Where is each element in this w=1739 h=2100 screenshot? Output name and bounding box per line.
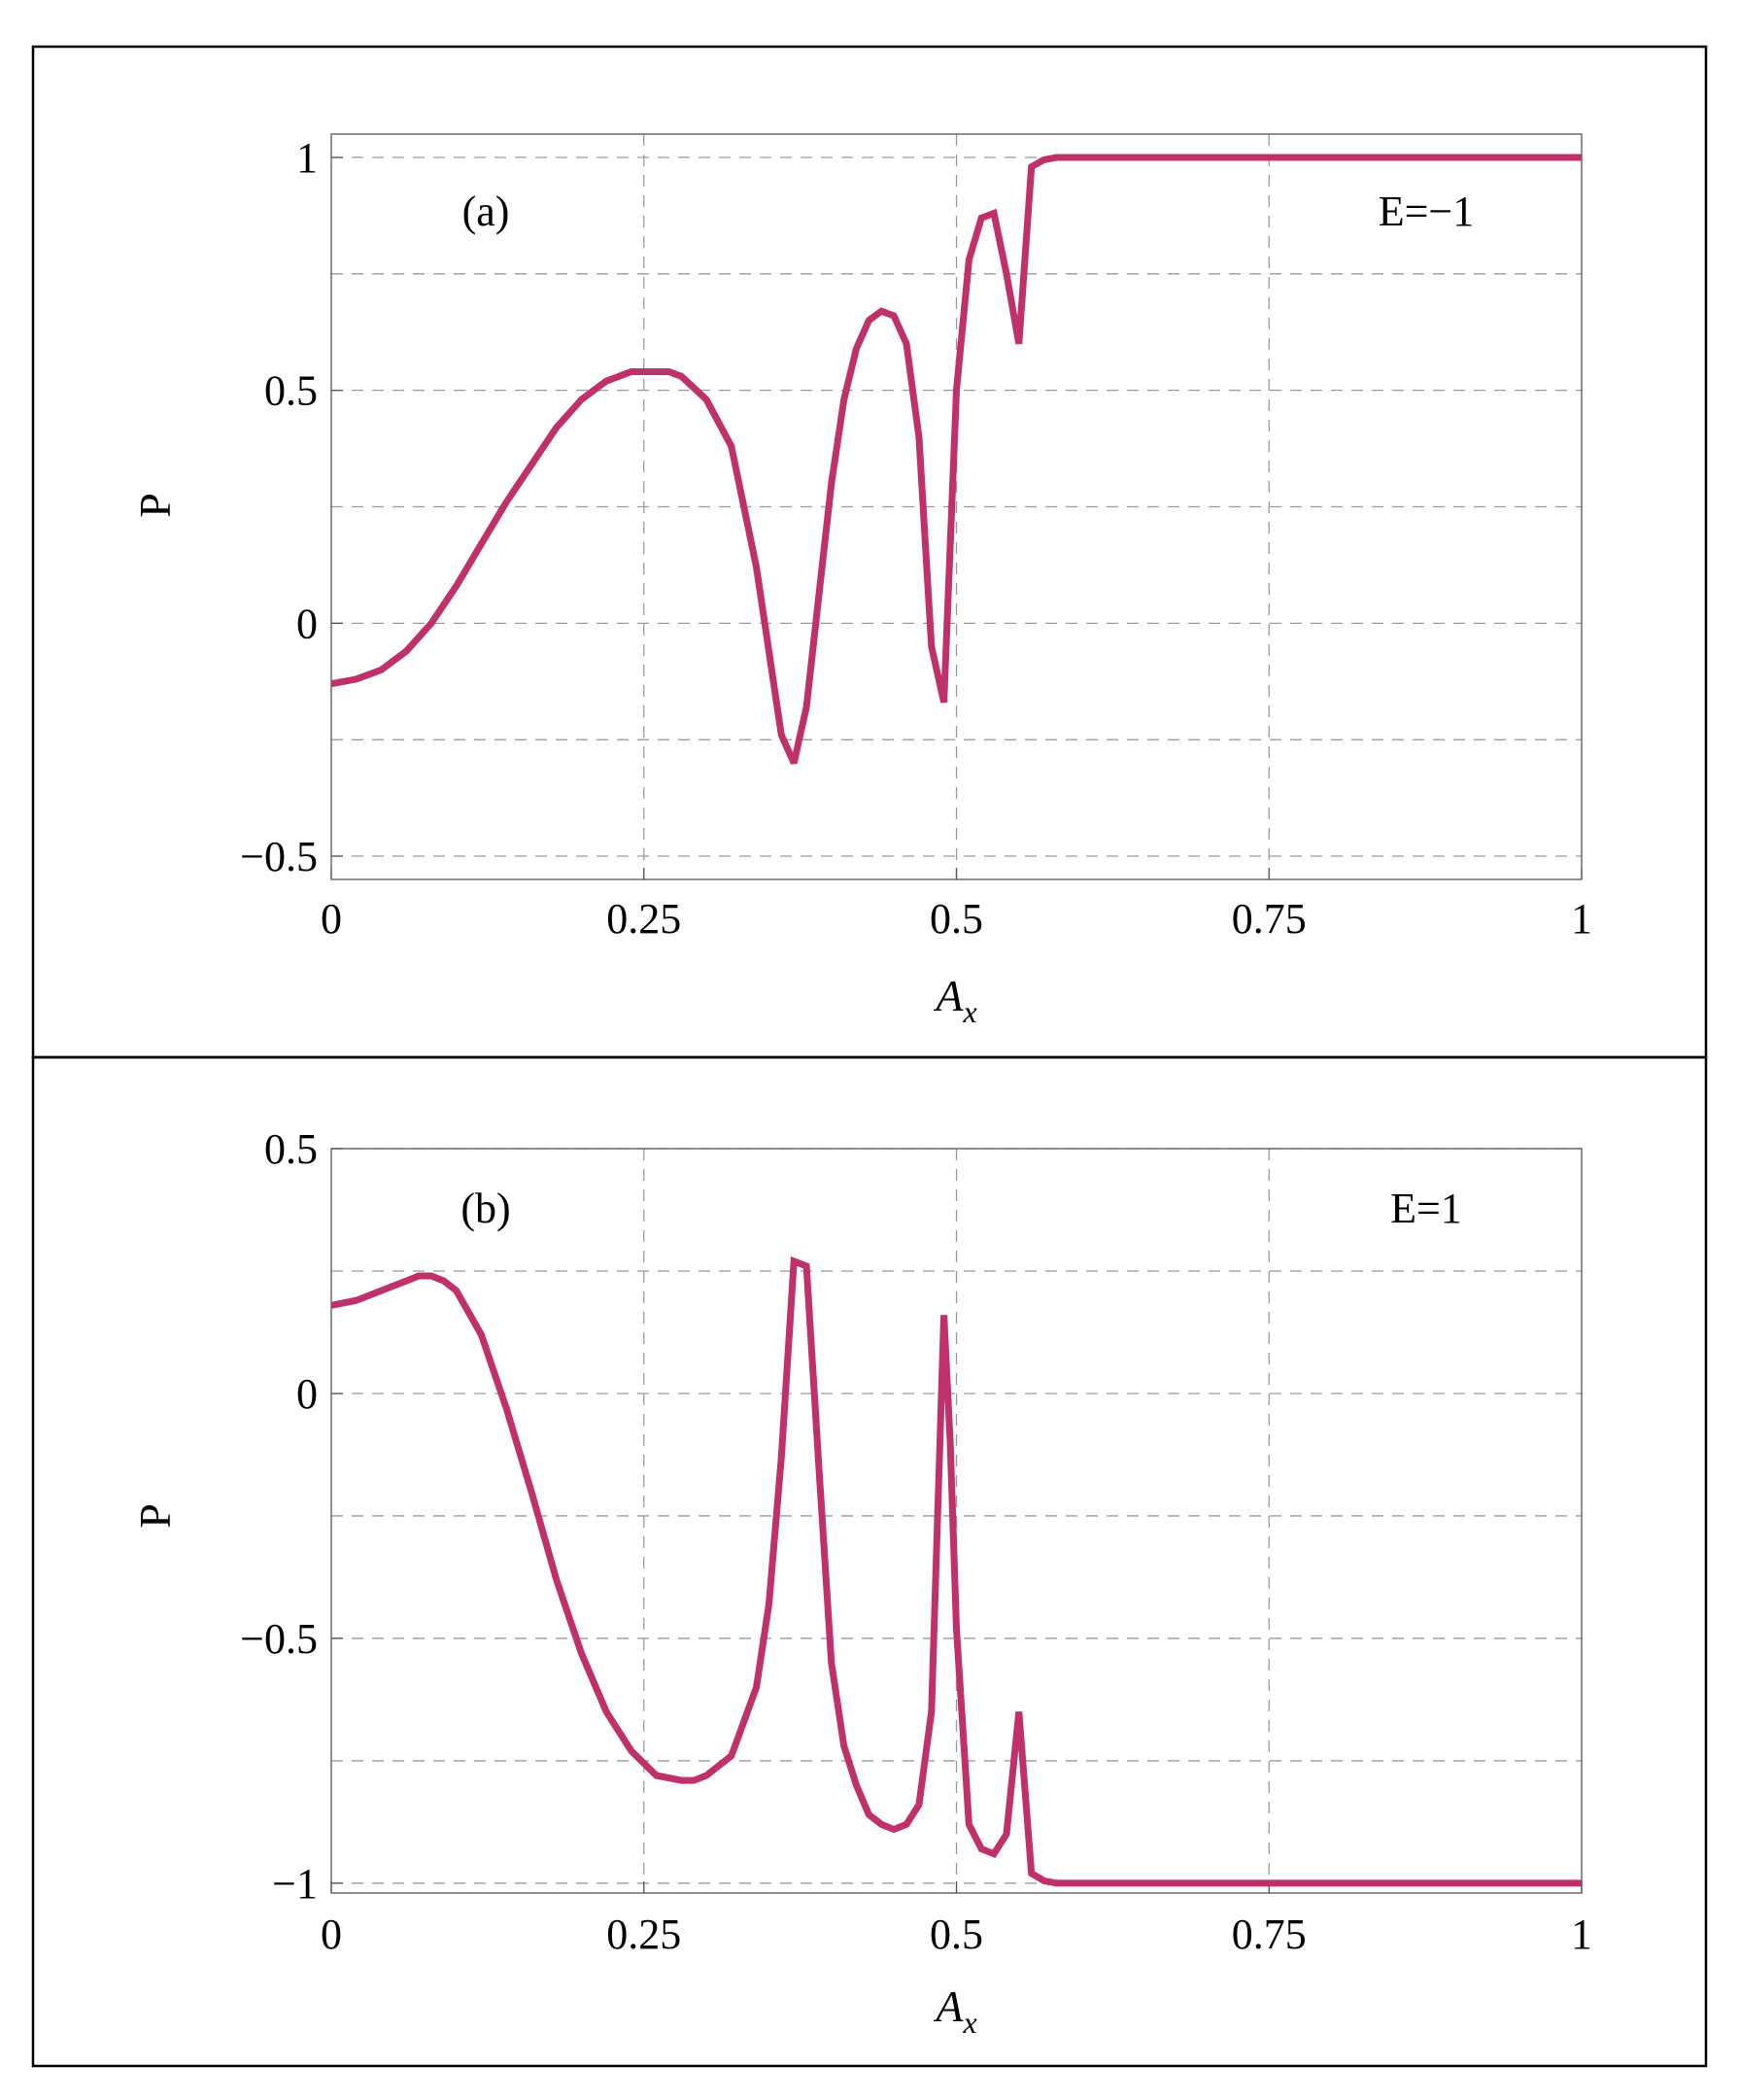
chart-b-ytick-label-0: −1: [272, 1860, 318, 1908]
chart-b-xtick-label-4: 1: [1571, 1911, 1592, 1958]
chart-b-xtick-label-1: 0.25: [606, 1911, 681, 1958]
chart-b-ytick-label-3: 0.5: [264, 1125, 318, 1173]
chart-a-ytick-label-0: −0.5: [240, 833, 318, 880]
chart-a-xtick-label-2: 0.5: [930, 895, 983, 943]
chart-a-series-line-0: [330, 154, 1582, 765]
chart-b-series-line-0: [330, 1256, 1582, 1887]
chart-a-ylabel: P: [130, 493, 180, 518]
chart-b-ytick-label-1: −0.5: [240, 1615, 318, 1663]
chart-b-xlabel: Ax: [933, 1981, 976, 2040]
chart-b-ylabel: P: [130, 1503, 180, 1529]
chart-b-panel-label: (b): [460, 1185, 510, 1232]
chart-b-xtick-label-3: 0.75: [1232, 1911, 1307, 1958]
chart-a-ytick-label-2: 0.5: [264, 367, 318, 415]
chart-panel-b: 0 0.25 0.5 0.75 1 −1 −0.5 0 0.5 (b) E=1 Ax P: [130, 1125, 1592, 2040]
chart-a-xlabel: Ax: [933, 971, 976, 1029]
chart-a-xtick-label-0: 0: [321, 895, 342, 943]
chart-a-ytick-label-3: 1: [296, 134, 318, 182]
chart-a-xtick-label-4: 1: [1571, 895, 1592, 943]
chart-a-panel-label: (a): [462, 188, 510, 235]
chart-b-annotation: E=1: [1390, 1185, 1462, 1232]
chart-a-ytick-label-1: 0: [296, 600, 318, 647]
chart-a-xtick-label-3: 0.75: [1232, 895, 1307, 943]
panel-b-frame: [31, 1055, 1708, 2068]
chart-a-xtick-label-1: 0.25: [606, 895, 681, 943]
chart-b-xtick-label-2: 0.5: [930, 1911, 983, 1958]
chart-b-xtick-label-0: 0: [321, 1911, 342, 1958]
chart-b-ytick-label-2: 0: [296, 1370, 318, 1418]
chart-a-annotation: E=−1: [1379, 188, 1475, 235]
